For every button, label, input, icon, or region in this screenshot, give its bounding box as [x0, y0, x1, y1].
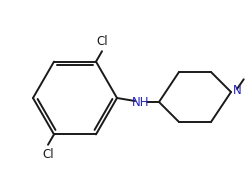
- Text: NH: NH: [132, 96, 150, 109]
- Text: Cl: Cl: [42, 148, 54, 161]
- Text: N: N: [233, 84, 242, 98]
- Text: Cl: Cl: [96, 35, 108, 48]
